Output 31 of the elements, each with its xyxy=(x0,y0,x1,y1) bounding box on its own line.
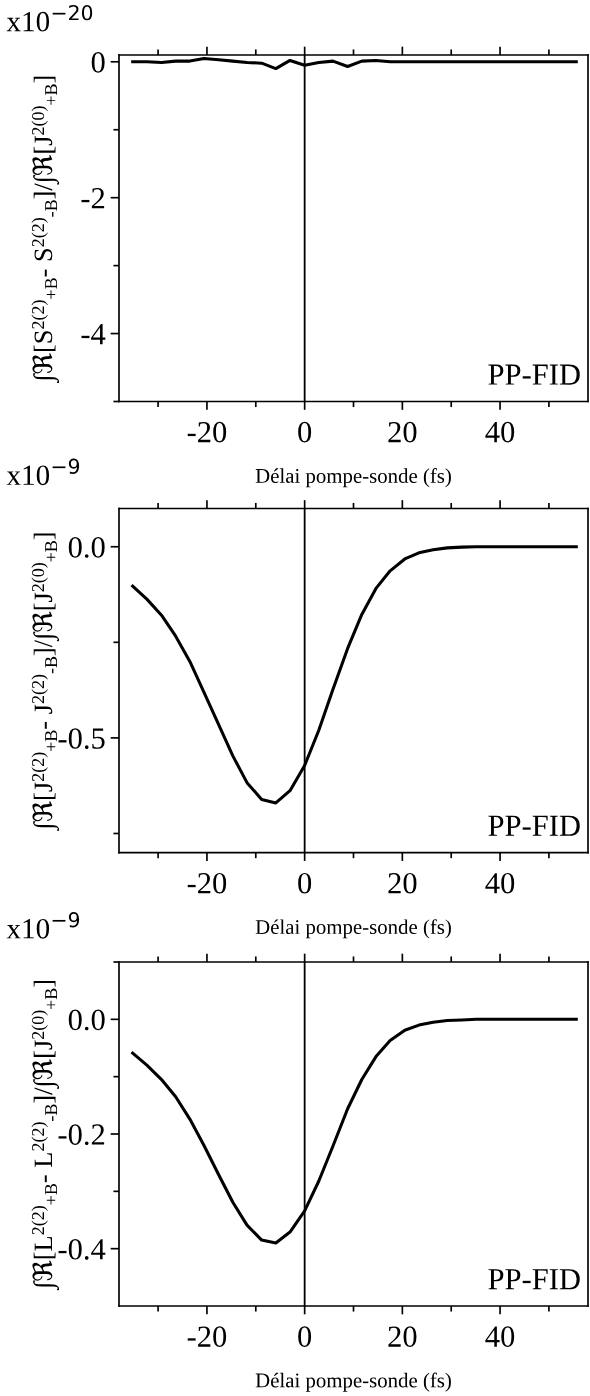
y-tick-label: -4 xyxy=(81,324,106,345)
x-tick-label: 20 xyxy=(388,1326,417,1347)
y-tick-label: 0.0 xyxy=(68,537,105,558)
x-tick-label: 20 xyxy=(388,421,417,443)
y-tick-label: -0.2 xyxy=(58,1124,105,1146)
annotation: PP-FID xyxy=(488,364,580,385)
x-tick-label: -20 xyxy=(187,872,227,894)
x-tick-label: 40 xyxy=(485,421,515,443)
x-tick-label: -20 xyxy=(187,1326,227,1347)
x-tick-label: 20 xyxy=(388,872,417,894)
x-axis-title: Délai pompe-sonde (fs) xyxy=(255,468,451,488)
x-tick-label: 40 xyxy=(485,872,515,894)
text: ∫ℜ[S2(2)+B- S2(2)-B]/∫ℜ[J2(0)+B] xyxy=(31,76,60,384)
text: ∫ℜ[J2(2)+B- J2(2)-B]/∫ℜ[J2(0)+B] xyxy=(31,533,60,831)
x-axis-title: Délai pompe-sonde (fs) xyxy=(255,919,451,939)
x-tick-label: 0 xyxy=(298,421,312,443)
annotation: PP-FID xyxy=(488,815,580,836)
x-tick-label: -20 xyxy=(187,421,227,443)
text: x10$^{−9}$ xyxy=(6,458,80,486)
y-tick-label: 0 xyxy=(91,52,105,73)
y-tick-label: -0.4 xyxy=(58,1238,106,1260)
text: x10$^{−9}$ xyxy=(6,912,80,939)
annotation: PP-FID xyxy=(488,1269,580,1290)
x-axis-title: Délai pompe-sonde (fs) xyxy=(255,1372,451,1392)
text: x10$^{−20}$ xyxy=(6,4,93,32)
x-tick-label: 0 xyxy=(298,1326,312,1347)
y-tick-label: 0.0 xyxy=(68,1009,105,1031)
x-tick-label: 0 xyxy=(298,872,312,894)
y-tick-label: -0.5 xyxy=(58,728,105,749)
x-tick-label: 40 xyxy=(485,1326,515,1347)
y-tick-label: -2 xyxy=(81,188,105,209)
